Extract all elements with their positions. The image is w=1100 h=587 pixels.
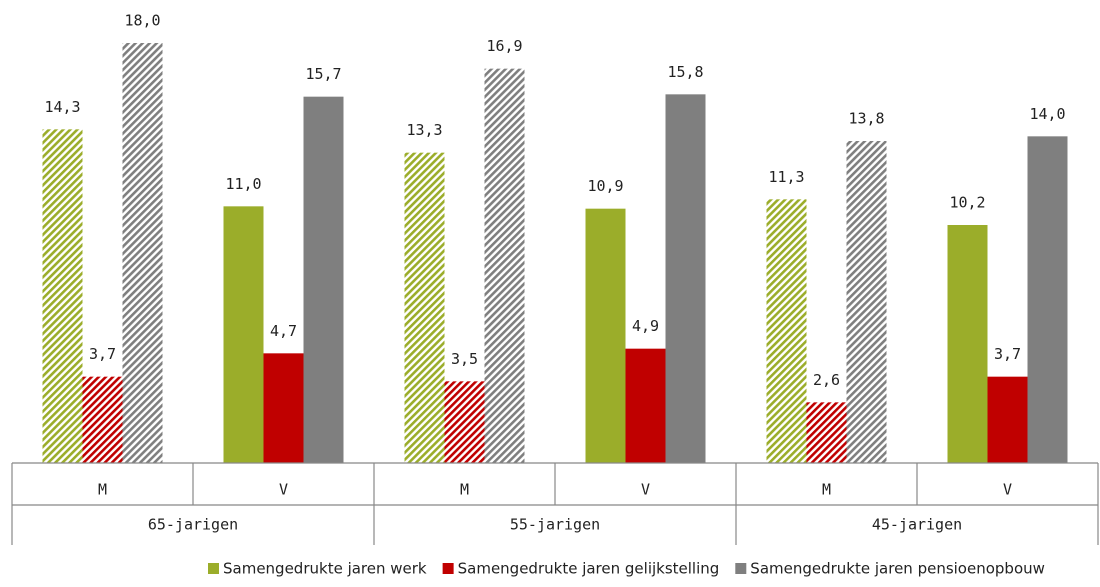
bar <box>987 376 1028 463</box>
bar <box>585 208 626 463</box>
bar <box>766 199 807 464</box>
bar <box>625 348 666 463</box>
bar <box>303 96 344 464</box>
x-tick-label: M <box>460 481 469 499</box>
legend-label: Samengedrukte jaren pensioenopbouw <box>750 560 1045 578</box>
bar <box>806 402 847 463</box>
data-label: 4,9 <box>632 317 659 335</box>
data-label: 15,8 <box>667 63 703 81</box>
legend-label: Samengedrukte jaren gelijkstelling <box>458 560 720 578</box>
bar <box>122 43 163 463</box>
bar <box>1027 136 1068 464</box>
bar <box>846 141 887 463</box>
x-tick-label: V <box>279 481 288 499</box>
data-label: 10,9 <box>587 177 623 195</box>
data-label: 11,3 <box>768 168 804 186</box>
x-tick-label: M <box>98 481 107 499</box>
bar <box>223 206 264 464</box>
data-label: 16,9 <box>486 37 522 55</box>
data-label: 14,0 <box>1029 105 1065 123</box>
x-tick-label: V <box>1003 481 1012 499</box>
group-label: 55-jarigen <box>510 516 600 534</box>
data-label: 4,7 <box>270 322 297 340</box>
bar <box>947 225 988 463</box>
data-label: 2,6 <box>813 371 840 389</box>
bar <box>263 353 304 463</box>
data-label: 15,7 <box>305 65 341 83</box>
data-label: 10,2 <box>949 194 985 212</box>
data-label: 18,0 <box>124 12 160 30</box>
legend-swatch <box>208 563 219 574</box>
legend-label: Samengedrukte jaren werk <box>223 560 427 578</box>
legend-swatch <box>442 563 454 574</box>
legend: Samengedrukte jaren werk Samengedrukte ja… <box>208 560 1045 578</box>
x-tick-label: M <box>822 481 831 499</box>
group-label: 65-jarigen <box>148 516 238 534</box>
group-label: 45-jarigen <box>872 516 962 534</box>
data-label: 13,3 <box>406 121 442 139</box>
x-tick-label: V <box>641 481 650 499</box>
data-label: 14,3 <box>44 98 80 116</box>
bar <box>82 376 123 463</box>
data-label: 13,8 <box>848 110 884 128</box>
data-label: 3,5 <box>451 350 478 368</box>
legend-swatch <box>735 563 747 574</box>
bar <box>42 129 83 464</box>
bar <box>484 68 525 464</box>
bar <box>665 94 706 463</box>
data-label: 3,7 <box>89 345 116 363</box>
bar <box>404 152 445 463</box>
data-label: 11,0 <box>225 175 261 193</box>
data-label: 3,7 <box>994 345 1021 363</box>
bar <box>444 381 485 463</box>
